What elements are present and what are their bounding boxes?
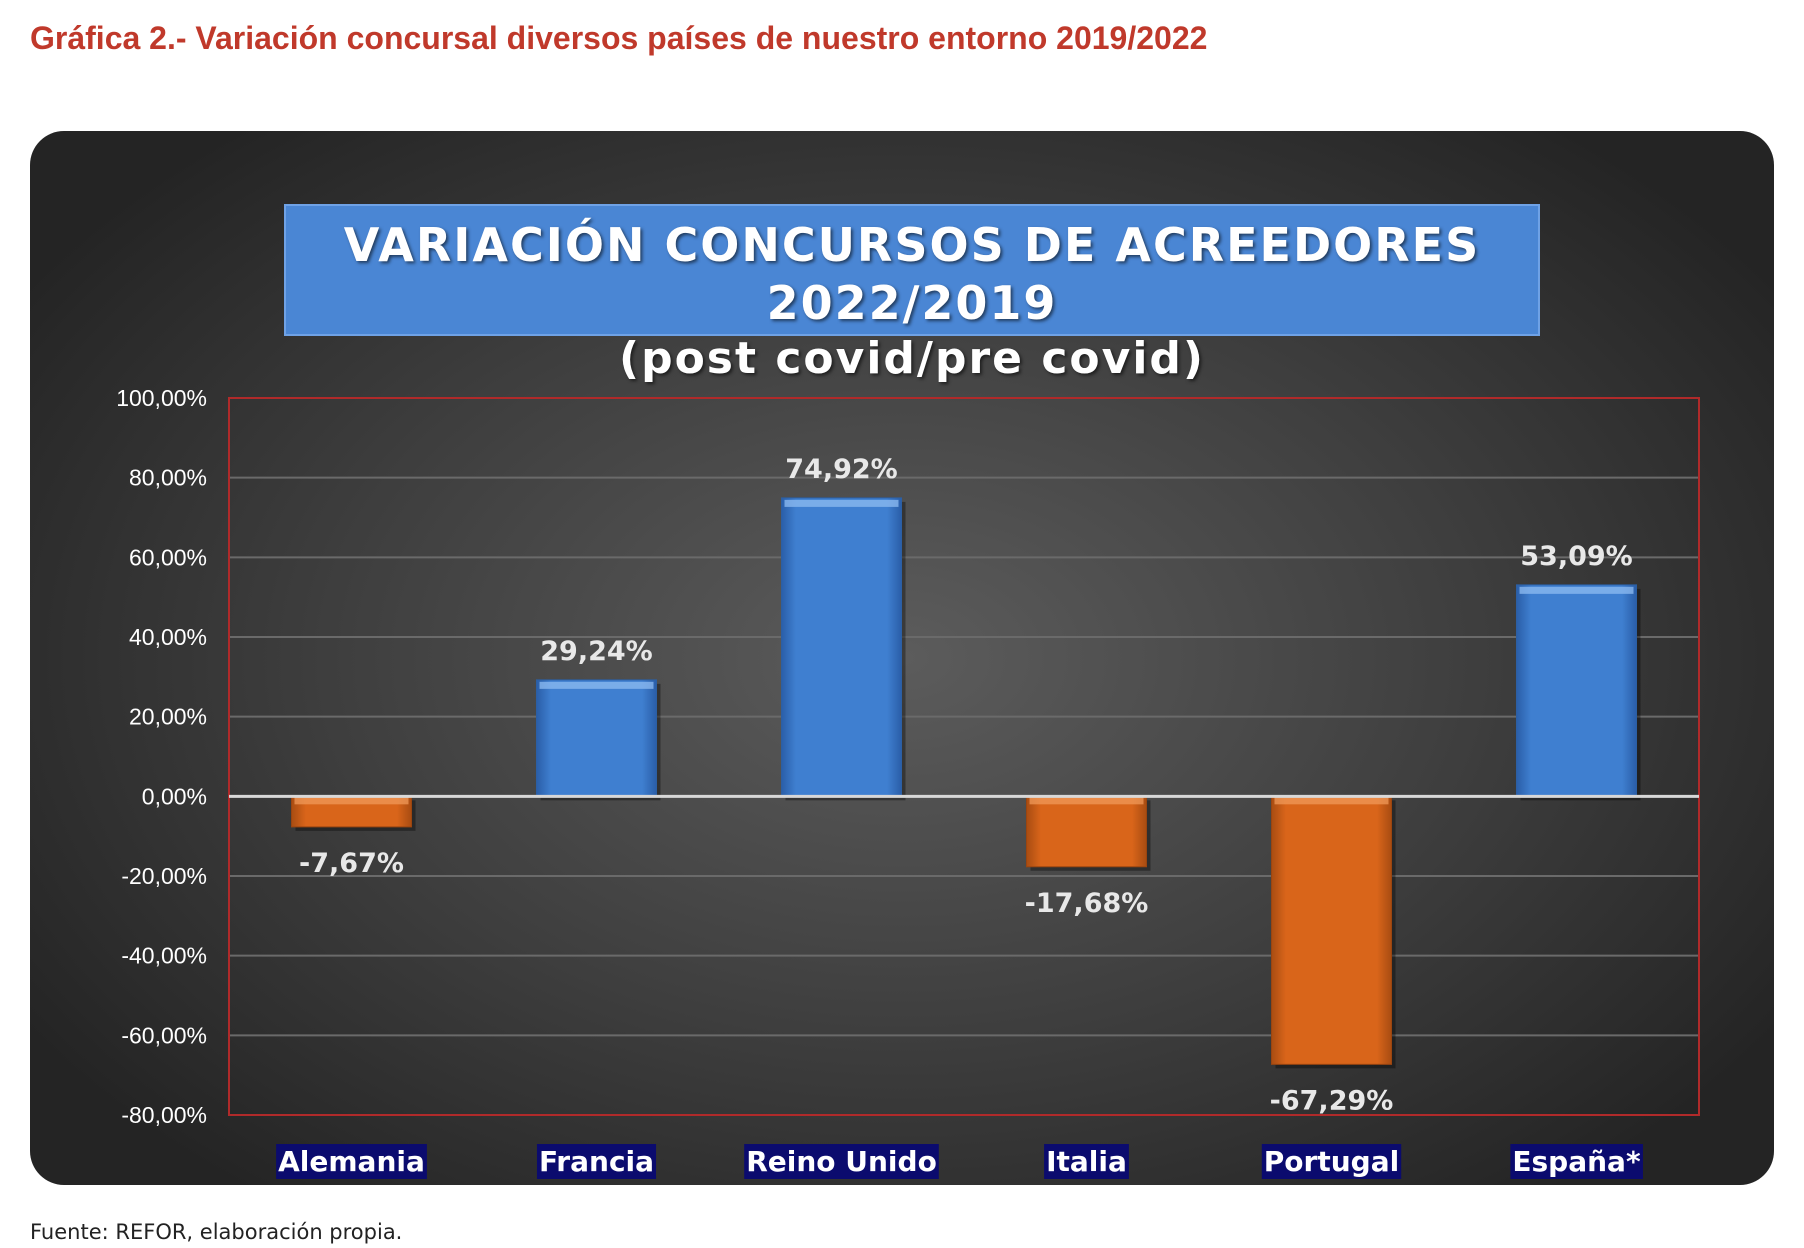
chart-panel: VARIACIÓN CONCURSOS DE ACREEDORES 2022/2…	[30, 131, 1774, 1185]
data-label: -7,67%	[299, 848, 404, 879]
y-tick-label: 20,00%	[129, 704, 207, 730]
data-label: 53,09%	[1520, 541, 1632, 572]
y-tick-label: 80,00%	[129, 465, 207, 491]
y-tick-label: 60,00%	[129, 544, 207, 570]
bar	[1516, 584, 1637, 797]
data-label: 29,24%	[540, 636, 652, 667]
x-category-label: Alemania	[278, 1145, 425, 1178]
x-category-label: Portugal	[1264, 1145, 1399, 1178]
x-category-label-bg	[1044, 1144, 1129, 1179]
chart-title-box: VARIACIÓN CONCURSOS DE ACREEDORES 2022/2…	[284, 204, 1540, 384]
x-category-label: Italia	[1046, 1145, 1127, 1178]
x-category-label: España*	[1512, 1145, 1641, 1178]
bar-highlight	[1274, 797, 1389, 805]
x-category-label-bg	[1261, 1144, 1402, 1179]
y-tick-label: 0,00%	[142, 783, 207, 809]
bar	[1271, 795, 1392, 1065]
plot-area-border	[228, 397, 1700, 1116]
data-label: 74,92%	[785, 454, 897, 485]
bar	[536, 679, 657, 797]
bar	[781, 497, 902, 797]
y-tick-label: -80,00%	[121, 1102, 207, 1128]
x-category-label-bg	[276, 1144, 427, 1179]
x-category-label-bg	[536, 1144, 657, 1179]
y-tick-label: -60,00%	[121, 1022, 207, 1048]
x-category-label-bg	[1510, 1144, 1643, 1179]
data-label: -17,68%	[1025, 888, 1149, 919]
data-label: -67,29%	[1270, 1085, 1394, 1116]
figure-heading: Gráfica 2.- Variación concursal diversos…	[30, 20, 1208, 56]
bar-highlight	[1519, 586, 1634, 594]
y-tick-label: -20,00%	[121, 863, 207, 889]
bar-highlight	[294, 797, 409, 805]
x-category-label: Reino Unido	[746, 1145, 937, 1178]
chart-title: VARIACIÓN CONCURSOS DE ACREEDORES 2022/2…	[343, 218, 1481, 330]
x-category-label: Francia	[539, 1145, 654, 1178]
chart-subtitle: (post covid/pre covid)	[618, 333, 1206, 384]
bar-chart: 100,00% 80,00% 60,00% 40,00% 20,00% 0,00% -20,…	[116, 385, 1700, 1179]
bar-highlight	[1029, 797, 1144, 805]
bar-highlight	[784, 499, 899, 507]
y-tick-label: 100,00%	[116, 385, 207, 411]
source-note: Fuente: REFOR, elaboración propia.	[30, 1220, 403, 1244]
bar-highlight	[539, 681, 654, 689]
bar	[1026, 795, 1147, 868]
y-tick-label: -40,00%	[121, 943, 207, 969]
x-category-label-bg	[744, 1144, 939, 1179]
y-tick-label: 40,00%	[129, 624, 207, 650]
